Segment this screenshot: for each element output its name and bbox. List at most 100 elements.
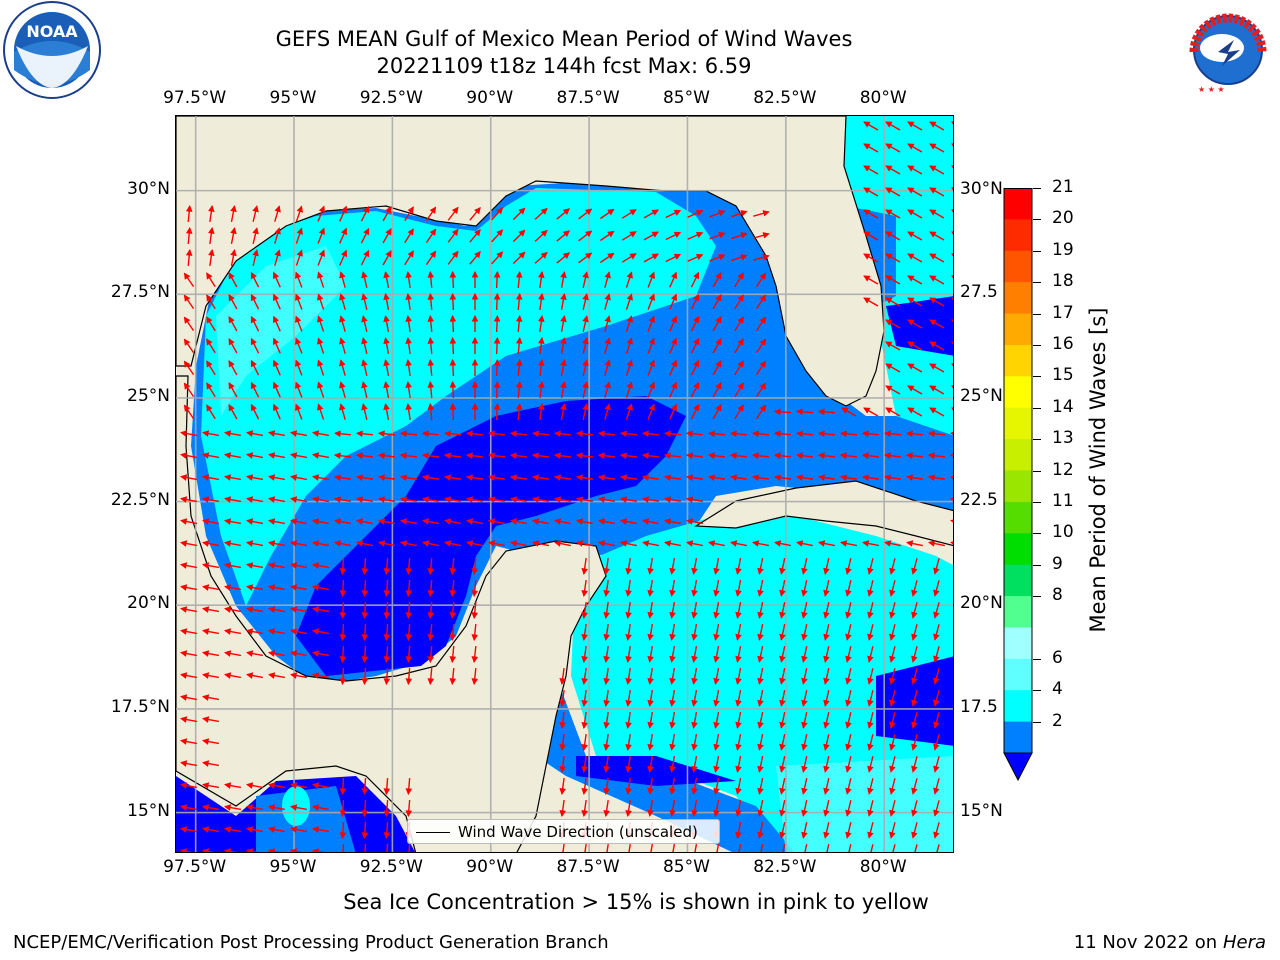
wave-arrow-head xyxy=(626,315,633,323)
colorbar-segment xyxy=(1004,564,1032,597)
wave-arrow-head xyxy=(515,336,523,344)
wave-arrow-head xyxy=(531,430,539,438)
wave-arrow-head xyxy=(272,403,280,412)
wave-arrow-head xyxy=(496,251,504,259)
wave-arrow-head xyxy=(466,540,474,547)
wave-arrow-head xyxy=(840,540,848,547)
wave-arrow-head xyxy=(603,721,610,730)
wave-arrow-head xyxy=(471,358,479,366)
wave-arrow-head xyxy=(735,765,742,773)
wave-arrow-head xyxy=(318,249,325,257)
wave-arrow-head xyxy=(715,338,722,346)
wave-arrow-head xyxy=(268,782,276,789)
lat-tick-label: 15°N xyxy=(127,800,170,821)
wave-arrow-head xyxy=(575,496,584,503)
wave-arrow-head xyxy=(889,699,896,707)
wave-arrow-head xyxy=(451,250,459,259)
wave-arrow-head xyxy=(228,294,235,302)
wave-arrow-head xyxy=(648,315,655,323)
wave-arrow-head xyxy=(713,567,720,575)
wave-arrow-head xyxy=(740,210,748,217)
colorbar-tick xyxy=(1033,219,1041,221)
wave-arrow-head xyxy=(691,699,698,707)
wave-arrow-head xyxy=(801,743,808,751)
wave-arrow-head xyxy=(619,452,627,459)
colorbar-svg xyxy=(1003,188,1033,782)
lat-tick-label: 25°N xyxy=(127,385,170,406)
wave-arrow-head xyxy=(553,496,562,503)
wave-arrow-head xyxy=(361,590,369,598)
wave-arrow-head xyxy=(180,650,188,657)
wave-arrow-head xyxy=(361,359,368,367)
wave-arrow-head xyxy=(361,612,369,620)
wave-arrow-head xyxy=(272,381,280,390)
wave-arrow-head xyxy=(885,407,893,414)
wave-arrow-head xyxy=(312,518,320,525)
wave-arrow-head xyxy=(429,250,437,258)
wave-arrow-head xyxy=(845,655,852,663)
wave-arrow-head xyxy=(867,787,874,795)
wave-arrow-head xyxy=(559,788,566,796)
wave-arrow-head xyxy=(295,315,302,323)
colorbar-segment xyxy=(1004,470,1032,503)
wave-arrow-head xyxy=(663,496,672,503)
wave-arrow-head xyxy=(449,336,457,344)
wave-arrow-head xyxy=(224,848,232,852)
wave-arrow-head xyxy=(422,540,430,547)
wave-arrow-head xyxy=(493,270,501,278)
wave-arrow-head xyxy=(885,231,893,238)
wave-arrow-head xyxy=(801,831,808,839)
wave-arrow-head xyxy=(202,452,210,459)
wave-arrow-head xyxy=(493,314,501,322)
wave-arrow-head xyxy=(581,634,588,642)
wave-arrow-head xyxy=(907,165,915,172)
wave-arrow-head xyxy=(823,699,830,707)
wave-arrow-head xyxy=(449,634,457,642)
wave-arrow-head xyxy=(224,782,232,789)
wave-arrow-head xyxy=(208,248,215,256)
wave-arrow-head xyxy=(641,474,649,481)
wave-arrow-head xyxy=(598,518,606,525)
colorbar-extend xyxy=(1003,752,1033,782)
wave-arrow-head xyxy=(180,672,188,679)
wave-arrow-head xyxy=(518,229,526,237)
wave-arrow-head xyxy=(465,452,473,459)
wave-arrow-head xyxy=(951,165,953,169)
wave-arrow-head xyxy=(268,474,276,481)
wave-arrow-head xyxy=(647,633,654,641)
wave-arrow-head xyxy=(718,232,726,239)
wave-arrow-head xyxy=(515,402,523,410)
colorbar-segment xyxy=(1004,282,1032,315)
wave-arrow-head xyxy=(740,232,748,239)
lon-tick-label: 82.5°W xyxy=(753,857,817,877)
wave-arrow-head xyxy=(361,832,369,840)
wave-arrow-head xyxy=(625,699,632,708)
wave-arrow-head xyxy=(693,315,700,324)
wave-arrow-head xyxy=(246,452,254,459)
wave-arrow xyxy=(386,843,389,852)
wave-arrow-head xyxy=(427,380,435,388)
wave-arrow-head xyxy=(355,452,363,459)
wave-arrow-head xyxy=(603,743,610,752)
wave-arrow-head xyxy=(377,452,385,459)
wave-arrow-head xyxy=(559,744,566,752)
wave-arrow-head xyxy=(626,293,633,301)
wave-arrow-head xyxy=(405,314,412,322)
wave-arrow-head xyxy=(735,721,742,729)
colorbar-segment xyxy=(1004,533,1032,566)
wave-arrow-head xyxy=(911,721,918,729)
lat-tick-label: 17.5 xyxy=(960,696,998,717)
wave-arrow-head xyxy=(625,611,632,620)
lat-tick-label: 17.5°N xyxy=(110,696,170,717)
wave-arrow-head xyxy=(691,567,698,575)
wave-arrow-head xyxy=(929,143,937,150)
wave-arrow-head xyxy=(889,567,896,575)
wave-arrow-head xyxy=(317,381,324,389)
wave-arrow-head xyxy=(246,826,254,833)
wave-arrow-head xyxy=(737,382,744,390)
wave-arrow-head xyxy=(250,381,257,390)
lon-tick-label: 80°W xyxy=(859,857,907,877)
wave-arrow xyxy=(584,843,587,852)
wave-arrow-head xyxy=(246,628,254,635)
wave-arrow-head xyxy=(691,611,698,619)
